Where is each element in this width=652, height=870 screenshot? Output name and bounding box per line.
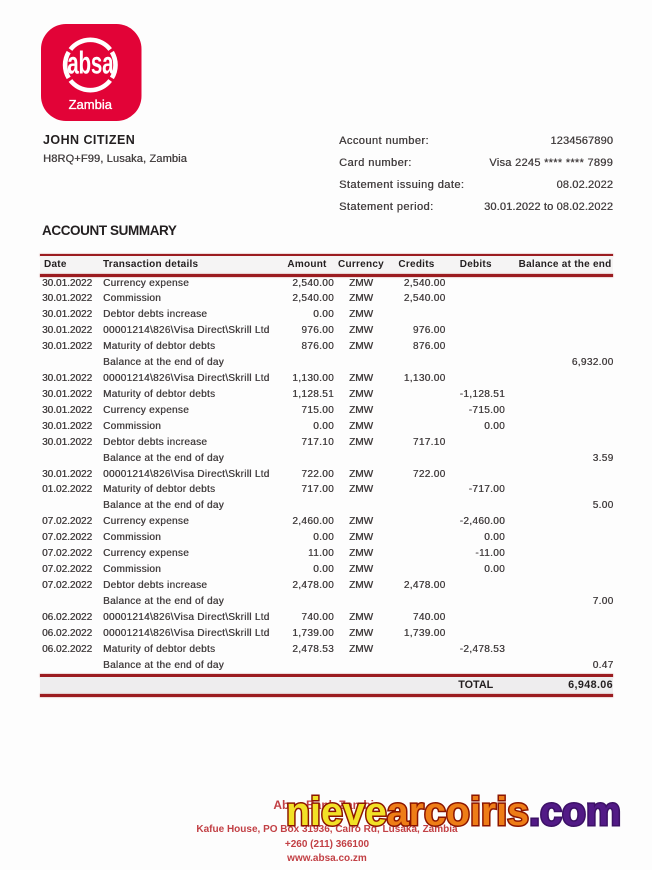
- svg-text:absa: absa: [67, 45, 114, 80]
- svg-text:nievearcoiris.com: nievearcoiris.com: [286, 790, 621, 834]
- svg-text:Zambia: Zambia: [69, 97, 113, 112]
